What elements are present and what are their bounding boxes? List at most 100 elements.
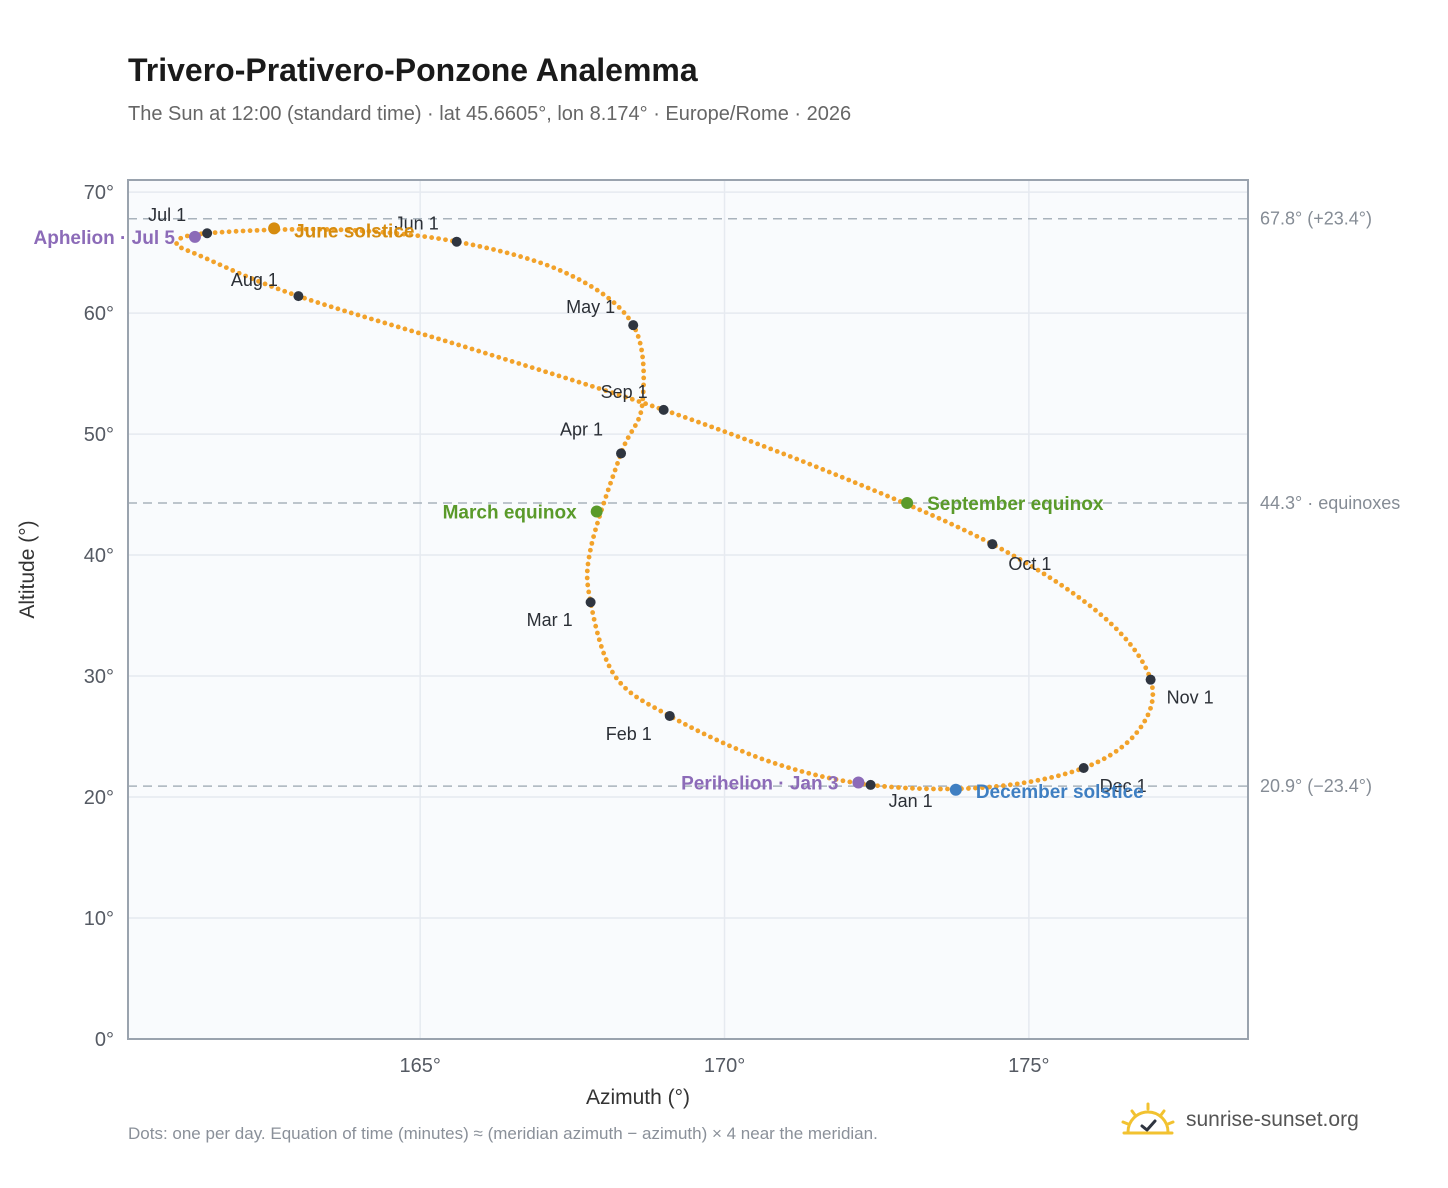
daily-sun-dot [593, 527, 598, 533]
daily-sun-dot [226, 229, 232, 235]
event-label: September equinox [927, 494, 1104, 515]
daily-sun-dot [640, 361, 646, 367]
daily-sun-dot [931, 786, 936, 792]
daily-sun-dot [1123, 636, 1129, 642]
daily-sun-dot [585, 582, 591, 588]
daily-sun-dot [875, 783, 880, 789]
daily-sun-dot [1124, 740, 1130, 746]
y-tick-label: 20° [84, 787, 114, 809]
daily-sun-dot [987, 784, 992, 790]
daily-sun-dot [518, 254, 523, 259]
daily-sun-dot [966, 786, 971, 791]
month-label: Sep 1 [601, 382, 648, 402]
month-label: Apr 1 [560, 419, 603, 439]
daily-sun-dot [368, 316, 374, 322]
x-axis-label: Azimuth (°) [586, 1086, 690, 1109]
daily-sun-dot [243, 273, 248, 279]
daily-sun-dot [497, 248, 503, 254]
daily-sun-dot [408, 232, 414, 238]
daily-sun-dot [792, 767, 798, 772]
daily-sun-dot [1041, 571, 1047, 577]
daily-sun-dot [611, 300, 617, 306]
daily-sun-dot [598, 644, 604, 649]
daily-sun-dot [813, 464, 819, 470]
daily-sun-dot [1108, 621, 1114, 627]
daily-sun-dot [1017, 557, 1023, 562]
month-marker [664, 710, 675, 721]
brand-logo[interactable]: sunrise-sunset.org [1118, 1102, 1359, 1138]
daily-sun-dot [1138, 724, 1144, 730]
daily-sun-dot [891, 496, 897, 502]
daily-sun-dot [649, 403, 655, 409]
daily-sun-dot [609, 390, 615, 396]
daily-sun-dot [230, 268, 236, 273]
daily-sun-dot [638, 410, 644, 416]
daily-sun-dot [623, 685, 628, 691]
x-tick-label: 170° [704, 1055, 745, 1077]
daily-sun-dot [1145, 712, 1151, 718]
daily-sun-dot [799, 769, 805, 774]
daily-sun-dot [1087, 603, 1093, 609]
daily-sun-dot [184, 233, 190, 239]
daily-sun-dot [669, 410, 675, 416]
daily-sun-dot [484, 245, 490, 251]
daily-sun-dot [626, 315, 631, 321]
daily-sun-dot [924, 786, 929, 792]
daily-sun-dot [544, 262, 550, 268]
daily-sun-dot [536, 367, 542, 373]
daily-sun-dot [1134, 730, 1140, 735]
daily-sun-dot [511, 252, 517, 258]
daily-sun-dot [491, 247, 496, 252]
daily-sun-dot [338, 227, 344, 233]
brand-name: sunrise-sunset.org [1186, 1108, 1359, 1131]
daily-sun-dot [722, 429, 728, 435]
daily-sun-dot [591, 616, 597, 622]
daily-sun-dot [549, 371, 555, 377]
daily-sun-dot [489, 352, 495, 358]
event-label: December solstice [976, 782, 1144, 803]
daily-sun-dot [1093, 607, 1098, 613]
daily-sun-dot [531, 258, 537, 264]
event-marker [590, 505, 603, 518]
daily-sun-dot [538, 260, 544, 266]
daily-sun-dot [755, 441, 760, 447]
daily-sun-dot [973, 785, 978, 791]
daily-sun-dot [930, 513, 935, 518]
y-tick-label: 30° [84, 666, 114, 688]
daily-sun-dot [641, 382, 646, 388]
daily-sun-dot [308, 297, 314, 303]
daily-sun-dot [551, 265, 557, 271]
daily-sun-dot [1089, 762, 1095, 768]
daily-sun-dot [584, 575, 590, 581]
daily-sun-dot [641, 368, 647, 374]
daily-sun-dot [1042, 776, 1048, 782]
daily-sun-dot [289, 226, 295, 232]
daily-sun-dot [317, 226, 323, 232]
daily-sun-dot [936, 515, 942, 521]
daily-sun-dot [772, 761, 778, 766]
daily-sun-dot [1129, 735, 1135, 741]
daily-sun-dot [496, 354, 502, 360]
daily-sun-dot [1021, 780, 1027, 786]
daily-sun-dot [872, 488, 878, 494]
daily-sun-dot [409, 328, 415, 334]
event-marker [852, 776, 865, 789]
daily-sun-dot [612, 467, 618, 473]
daily-sun-dot [676, 412, 682, 418]
daily-sun-dot [676, 718, 682, 724]
daily-sun-dot [658, 708, 664, 714]
daily-sun-dot [436, 336, 441, 342]
daily-sun-dot [882, 784, 887, 789]
daily-sun-dot [456, 342, 462, 348]
reference-line-label: 67.8° (+23.4°) [1260, 209, 1372, 229]
daily-sun-dot [615, 461, 620, 466]
daily-sun-dot [1149, 699, 1155, 704]
daily-sun-dot [504, 250, 510, 256]
daily-sun-dot [819, 774, 825, 779]
daily-sun-dot [422, 332, 428, 338]
daily-sun-dot [262, 281, 268, 287]
daily-sun-dot [436, 236, 441, 242]
daily-sun-dot [903, 785, 908, 791]
daily-sun-dot [885, 493, 890, 499]
daily-sun-dot [583, 381, 589, 387]
